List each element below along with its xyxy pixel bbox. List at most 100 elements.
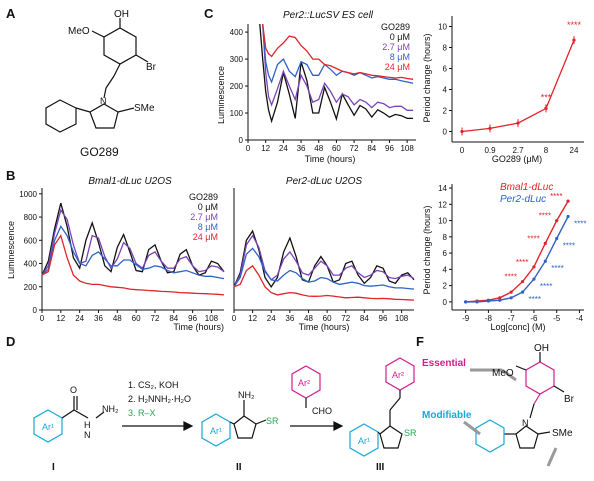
data-point [498, 296, 502, 300]
significance-label: **** [527, 234, 539, 243]
series-line [461, 39, 575, 133]
y-tick-label: 10 [438, 23, 447, 32]
sar-structure: Essential Modifiable OH MeO Br N SMe [422, 343, 575, 467]
x-tick-label: 2.7 [512, 146, 524, 155]
series-line-1 [233, 234, 415, 288]
y-tick-label: 800 [24, 213, 38, 222]
legend-item-1: 2.7 μM [382, 42, 410, 52]
series-line-2 [262, 23, 414, 84]
x-tick-label: 12 [56, 314, 65, 323]
y-tick-label: 2 [443, 107, 448, 116]
n-label: N [522, 418, 529, 428]
oh-label: OH [114, 9, 129, 20]
y-tick-label: 2 [443, 282, 448, 291]
x-tick-label: 84 [360, 314, 369, 323]
legend-item-0: 0 μM [197, 202, 218, 212]
x-tick-label: 0 [40, 314, 45, 323]
ar1-label: Ar¹ [210, 426, 222, 436]
data-point [532, 265, 536, 269]
data-point [543, 241, 547, 245]
data-point [520, 279, 525, 284]
x-tick-label: 36 [94, 314, 103, 323]
x-tick-label: 60 [323, 314, 332, 323]
data-point [464, 300, 468, 304]
y-tick-label: 600 [24, 236, 38, 245]
x-tick-label: 24 [267, 314, 276, 323]
br-label: Br [146, 62, 157, 73]
ar1-label: Ar¹ [358, 436, 370, 446]
significance-label: **** [539, 212, 551, 221]
h-label: H [84, 420, 91, 430]
x-tick-label: 96 [379, 314, 388, 323]
data-point [566, 214, 570, 219]
panel-label-f: F [416, 334, 424, 349]
y-axis-label: Luminescence [218, 66, 226, 124]
sr-label: SR [404, 428, 417, 438]
series-line-3 [262, 23, 414, 80]
ar2-label: Ar² [298, 378, 310, 388]
legend-item-1: 2.7 μM [190, 212, 218, 222]
fit-curve-1 [465, 216, 569, 303]
x-tick-label: 48 [304, 314, 313, 323]
significance-label: **** [563, 241, 575, 250]
legend-item-3: 24 μM [192, 232, 218, 242]
compound-ii: II [236, 462, 242, 473]
series-line-3 [41, 234, 225, 296]
legend-b-right: Bmal1-dLuc Per2-dLuc [500, 182, 553, 206]
sme-label: SMe [552, 428, 573, 439]
axes: 0 12 24 36 48 60 72 84 96 108 [232, 188, 414, 323]
significance-label: **** [551, 264, 563, 273]
legend-title: GO289 [380, 22, 410, 32]
y-tick-label: 0 [443, 298, 448, 307]
sr-label: SR [266, 416, 279, 426]
x-tick-label: 96 [188, 314, 197, 323]
series-line-3 [233, 264, 415, 301]
x-axis-label: Time (hours) [299, 322, 350, 332]
x-tick-label: 12 [261, 144, 270, 153]
x-tick-label: 0.9 [484, 146, 496, 155]
y-tick-label: 12 [438, 200, 447, 209]
meo-label: MeO [68, 26, 90, 37]
significance-label: **** [540, 282, 552, 291]
y-tick-label: 4 [443, 86, 448, 95]
y-tick-label: 1000 [19, 190, 37, 199]
x-tick-label: 12 [248, 314, 257, 323]
panel-label-b: B [6, 168, 16, 183]
y-tick-label: 6 [443, 249, 448, 258]
x-tick-label: -4 [576, 314, 584, 323]
y-tick-label: 100 [230, 109, 244, 118]
x-tick-label: 108 [205, 314, 219, 323]
x-axis-label: Time (hours) [305, 154, 356, 164]
data-point [509, 290, 513, 294]
chart-title: Bmal1-dLuc U2OS [88, 176, 172, 187]
panel-label-a: A [6, 6, 16, 21]
x-tick-label: 96 [385, 144, 394, 153]
x-tick-label: 36 [285, 314, 294, 323]
data-point [486, 299, 491, 303]
significance-label: **** [550, 192, 562, 201]
data-point [532, 277, 536, 281]
axes: -9 -8 -7 -6 -5 -4 0 2 4 6 8 10 12 14 [438, 184, 584, 323]
x-tick-label: -8 [485, 314, 493, 323]
legend-item-2: 8 μM [389, 52, 410, 62]
ar1-label: Ar¹ [42, 422, 54, 432]
y-tick-label: 4 [443, 265, 448, 274]
legend-per2: Per2-dLuc [500, 194, 547, 205]
data-point [555, 236, 559, 241]
x-tick-label: 60 [132, 314, 141, 323]
series-line-0 [233, 229, 415, 288]
y-tick-label: 200 [24, 283, 38, 292]
panel-label-c: C [204, 6, 214, 21]
x-tick-label: 84 [169, 314, 178, 323]
x-tick-label: 108 [400, 144, 414, 153]
x-tick-label: 72 [350, 144, 359, 153]
step-3: 3. R–X [128, 408, 156, 418]
x-tick-label: 108 [395, 314, 409, 323]
x-tick-label: 72 [341, 314, 350, 323]
x-tick-label: 24 [75, 314, 84, 323]
data-point [460, 129, 464, 134]
y-tick-label: 0 [443, 128, 448, 137]
n-label: N [100, 96, 107, 106]
y-tick-label: 14 [438, 184, 447, 193]
